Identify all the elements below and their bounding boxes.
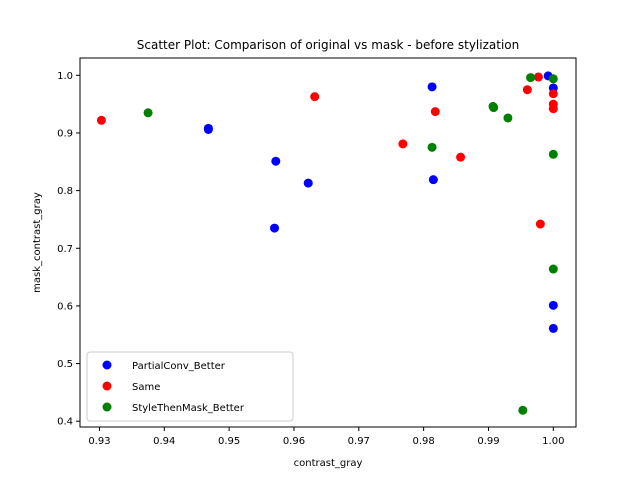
y-tick-label: 0.7 xyxy=(57,244,73,255)
y-tick-label: 1.0 xyxy=(57,71,73,82)
data-points xyxy=(96,71,558,415)
data-point xyxy=(430,107,440,117)
legend-marker-stylethenmask xyxy=(102,402,112,412)
data-point xyxy=(428,175,438,185)
data-point xyxy=(548,323,558,333)
legend-label-stylethenmask: StyleThenMask_Better xyxy=(132,403,245,414)
legend-box xyxy=(86,351,294,422)
chart-title: Scatter Plot: Comparison of original vs … xyxy=(137,38,519,52)
data-point xyxy=(548,149,558,159)
legend-label-partialconv: PartialConv_Better xyxy=(132,361,226,372)
y-tick-label: 0.6 xyxy=(57,301,73,312)
y-axis: 0.4 0.5 0.6 0.7 0.8 0.9 1.0 xyxy=(57,71,80,428)
data-point xyxy=(548,89,558,99)
data-point xyxy=(96,115,106,125)
series-stylethenmask-better xyxy=(143,73,558,415)
data-point xyxy=(548,74,558,84)
data-point xyxy=(518,405,528,415)
y-tick-label: 0.4 xyxy=(57,417,73,428)
data-point xyxy=(535,219,545,229)
data-point xyxy=(548,300,558,310)
data-point xyxy=(533,72,543,82)
data-point xyxy=(270,223,280,233)
series-same xyxy=(96,72,558,229)
data-point xyxy=(456,152,466,162)
plot-area-frame xyxy=(79,57,577,428)
data-point xyxy=(203,123,213,133)
data-point xyxy=(503,113,513,123)
x-tick-label: 0.99 xyxy=(477,436,499,447)
data-point xyxy=(143,108,153,118)
x-tick-label: 0.97 xyxy=(348,436,370,447)
x-tick-label: 0.95 xyxy=(218,436,240,447)
x-tick-label: 1.00 xyxy=(542,436,564,447)
x-axis: 0.93 0.94 0.95 0.96 0.97 0.98 0.99 1.00 xyxy=(88,427,564,447)
x-tick-label: 0.98 xyxy=(413,436,435,447)
data-point xyxy=(310,92,320,102)
legend-marker-same xyxy=(102,381,112,391)
x-tick-label: 0.93 xyxy=(88,436,110,447)
y-tick-label: 0.5 xyxy=(57,359,73,370)
y-tick-label: 0.9 xyxy=(57,128,73,139)
data-point xyxy=(548,264,558,274)
data-point xyxy=(303,178,313,188)
data-point xyxy=(522,85,532,95)
y-axis-label: mask_contrast_gray xyxy=(32,192,43,293)
data-point xyxy=(427,82,437,92)
legend-label-same: Same xyxy=(132,382,160,393)
y-tick-label: 0.8 xyxy=(57,186,73,197)
x-tick-label: 0.96 xyxy=(283,436,305,447)
x-tick-label: 0.94 xyxy=(153,436,175,447)
legend: PartialConv_Better Same StyleThenMask_Be… xyxy=(86,351,294,422)
data-point xyxy=(526,73,536,83)
x-axis-label: contrast_gray xyxy=(294,458,363,469)
legend-marker-partialconv xyxy=(102,360,112,370)
data-point xyxy=(489,103,499,113)
data-point xyxy=(427,142,437,152)
data-point xyxy=(398,139,408,149)
data-point xyxy=(271,156,281,166)
data-point xyxy=(548,104,558,114)
